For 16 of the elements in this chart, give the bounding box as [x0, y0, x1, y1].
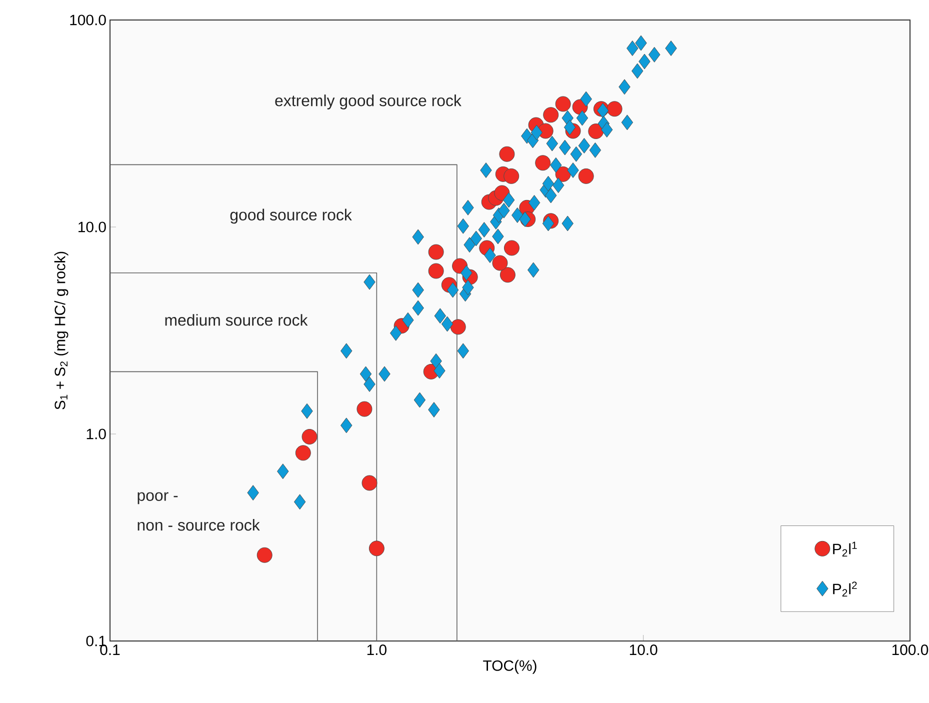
- x-axis-title: TOC(%): [483, 660, 536, 674]
- annotation: good source rock: [230, 208, 352, 224]
- legend-label: P$_{2}$l$^{1}$: [833, 542, 857, 556]
- x-tick-label: 1.0: [367, 644, 386, 656]
- y-axis-title: S$_{1}$ + S$_{2}$ (mg HC/ g rock): [54, 252, 68, 410]
- annotation: poor -: [138, 492, 178, 504]
- x-tick-label: 100.0: [892, 644, 928, 656]
- y-tick-label: 0.1: [86, 636, 106, 646]
- x-tick-label: 10.0: [630, 644, 658, 656]
- annotation: extremly good source rock: [275, 94, 462, 110]
- annotation: non - source rock: [138, 519, 260, 531]
- annotation: medium source rock: [165, 314, 308, 326]
- y-tick-label: 1.0: [86, 428, 106, 440]
- y-tick-label: 10.0: [78, 222, 106, 232]
- y-tick-label: 100.0: [70, 14, 106, 26]
- legend-label: P$_{2}$l$^{2}$: [833, 582, 857, 596]
